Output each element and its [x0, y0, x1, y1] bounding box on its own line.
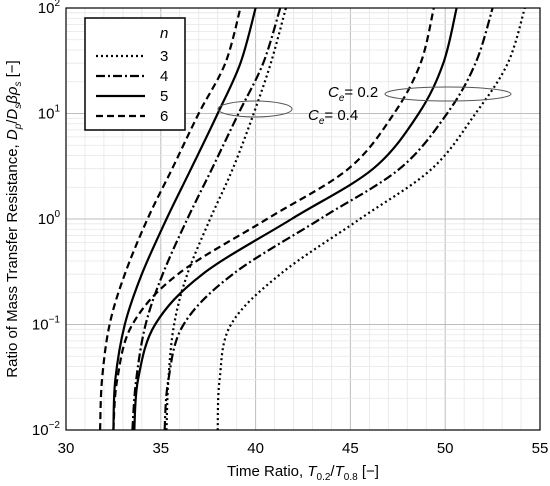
annotation-ellipse-ce-04 [217, 100, 293, 118]
series-line [133, 7, 458, 431]
series-line [112, 7, 435, 431]
series-line [99, 7, 242, 431]
y-tick-label: 100 [38, 209, 61, 228]
y-tick-labels: 10−2 10−1 100 101 102 [32, 0, 61, 439]
legend-box [84, 17, 186, 131]
x-tick-label: 55 [532, 440, 549, 457]
x-axis-title: Time Ratio, T0.2/T0.8 [−] [227, 463, 379, 483]
series-line [112, 7, 257, 431]
series-layer [99, 7, 526, 431]
series-line [131, 7, 282, 431]
annotation-ce-04: Ce= 0.4 [308, 107, 358, 127]
x-tick-labels: 30 35 40 45 50 55 [58, 440, 549, 457]
x-tick-label: 50 [437, 440, 454, 457]
y-tick-label: 101 [38, 104, 61, 123]
series-line [165, 7, 287, 431]
x-tick-label: 45 [342, 440, 359, 457]
legend-label-6: 6 [160, 108, 168, 125]
y-axis-title: Ratio of Mass Transfer Resistance, Dp/Ds… [4, 60, 24, 377]
annotation-ellipse-ce-02 [384, 86, 512, 102]
legend-label-4: 4 [160, 68, 168, 85]
x-tick-label: 40 [247, 440, 264, 457]
legend-label-5: 5 [160, 88, 168, 105]
legend: n 3 4 5 6 [84, 17, 186, 131]
annotation-ce-02: Ce= 0.2 [328, 84, 378, 104]
x-tick-label: 30 [58, 440, 75, 457]
x-tick-label: 35 [152, 440, 169, 457]
plot-frame [65, 7, 541, 431]
y-tick-label: 102 [38, 0, 61, 17]
y-tick-label: 10−1 [32, 315, 61, 334]
y-tick-label: 10−2 [32, 420, 61, 439]
legend-label-3: 3 [160, 48, 168, 65]
legend-title: n [160, 25, 168, 42]
series-line [163, 7, 494, 431]
